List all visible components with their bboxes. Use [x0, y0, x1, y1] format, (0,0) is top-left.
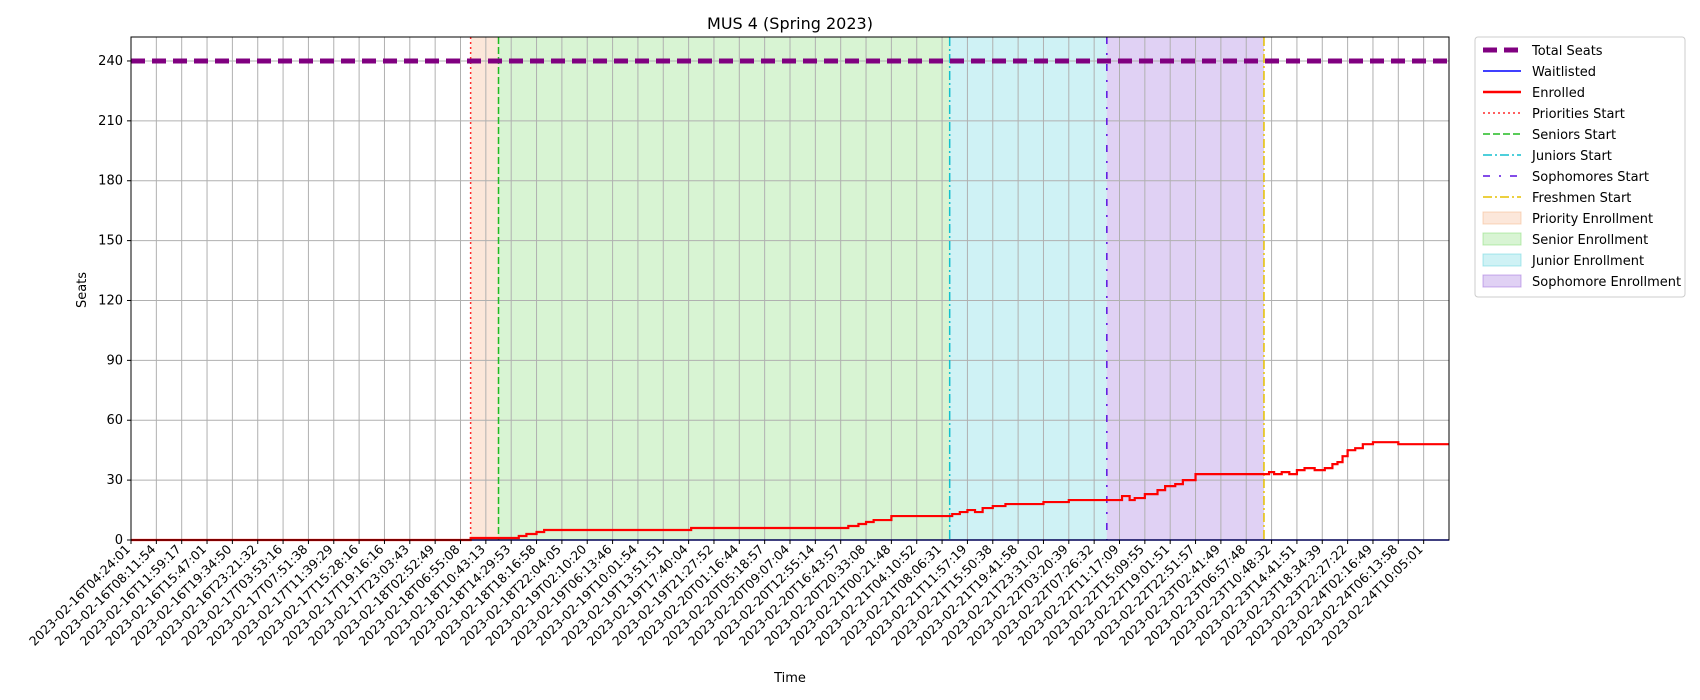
legend-swatch-priority-enrollment	[1482, 211, 1522, 225]
y-tick-label: 120	[98, 293, 123, 308]
legend-label-sophomores-start: Sophomores Start	[1532, 170, 1649, 185]
legend-swatch-junior-enrollment	[1482, 253, 1522, 267]
y-tick-label: 60	[106, 413, 123, 428]
x-axis-ticks: 2023-02-16T04:24:012023-02-16T08:11:5420…	[26, 540, 1426, 649]
legend-label-priority-enrollment: Priority Enrollment	[1532, 212, 1653, 227]
chart-title: MUS 4 (Spring 2023)	[707, 14, 873, 33]
x-axis-label: Time	[773, 671, 806, 686]
legend-label-juniors-start: Juniors Start	[1531, 149, 1612, 164]
legend-label-freshmen-start: Freshmen Start	[1532, 191, 1631, 206]
y-tick-label: 240	[98, 54, 123, 69]
y-tick-label: 210	[98, 114, 123, 129]
legend-label-seniors-start: Seniors Start	[1532, 128, 1616, 143]
legend-label-total-seats: Total Seats	[1531, 44, 1603, 59]
legend-label-enrolled: Enrolled	[1532, 86, 1585, 101]
plot-area	[130, 36, 1450, 542]
series-enrolled	[131, 441, 1449, 542]
phase-region-senior-enrollment	[498, 37, 950, 540]
legend: Total Seats Waitlisted Enrolled Priorities …	[1474, 36, 1686, 298]
y-tick-label: 0	[115, 533, 123, 548]
phase-region-junior-enrollment	[949, 37, 1107, 540]
legend-label-junior-enrollment: Junior Enrollment	[1531, 254, 1644, 269]
y-tick-label: 150	[98, 234, 123, 249]
y-tick-label: 30	[106, 473, 123, 488]
legend-label-senior-enrollment: Senior Enrollment	[1532, 233, 1648, 248]
phase-region-priority-enrollment	[470, 37, 499, 540]
legend-box	[1474, 36, 1686, 298]
legend-swatch-senior-enrollment	[1482, 232, 1522, 246]
y-axis-ticks: 0 30 60 90 120 150 180 210 240	[98, 54, 131, 548]
y-tick-label: 180	[98, 174, 123, 189]
legend-label-sophomore-enrollment: Sophomore Enrollment	[1532, 275, 1681, 290]
legend-swatch-sophomore-enrollment	[1482, 274, 1522, 288]
y-axis-label: Seats	[75, 272, 90, 308]
phase-region-sophomore-enrollment	[1106, 37, 1264, 540]
legend-label-priorities-start: Priorities Start	[1532, 107, 1625, 122]
legend-label-waitlisted: Waitlisted	[1532, 65, 1596, 80]
y-tick-label: 90	[106, 353, 123, 368]
